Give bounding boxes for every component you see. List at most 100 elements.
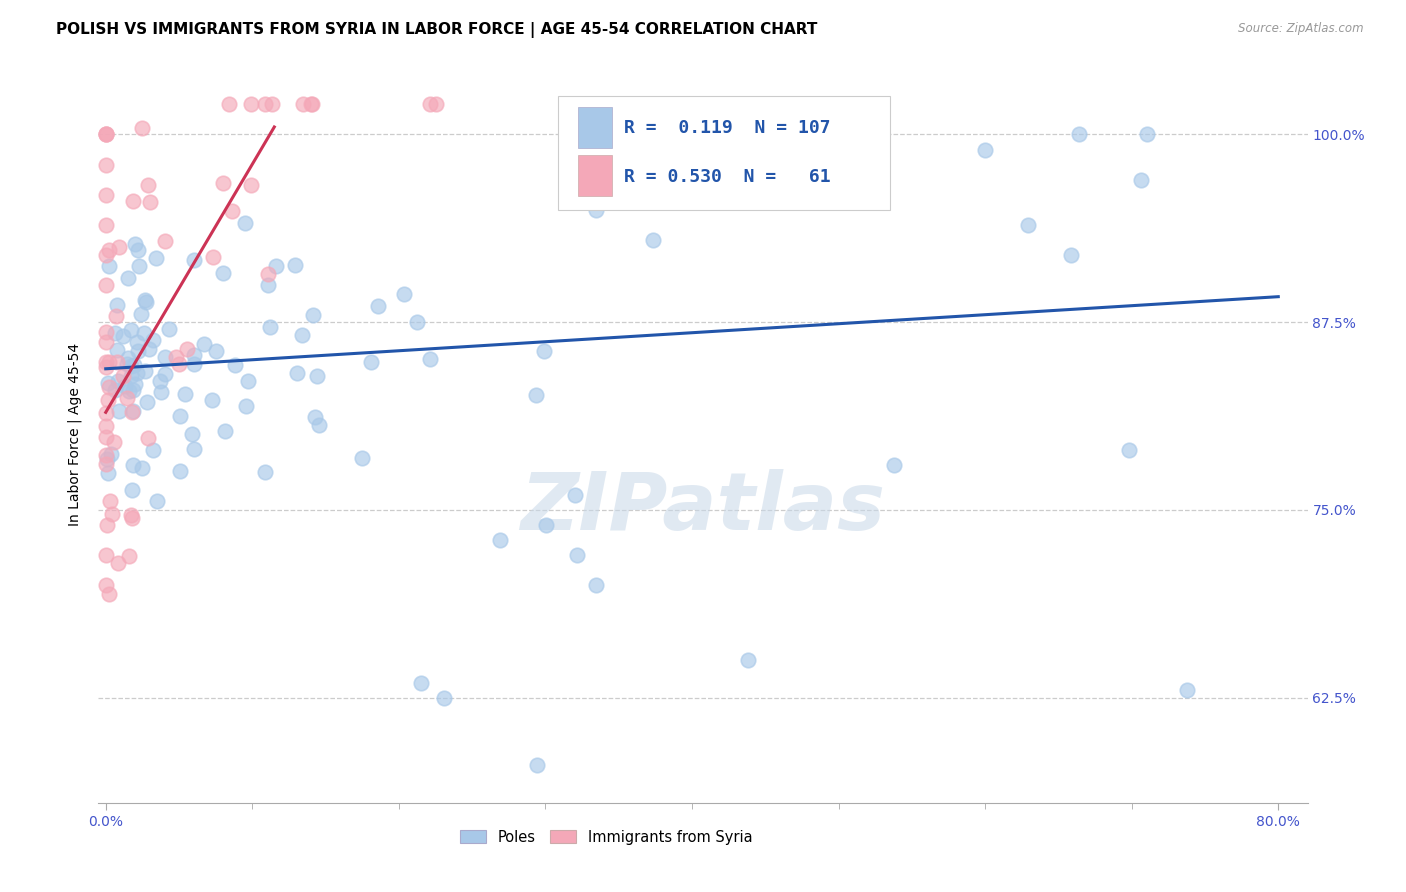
Point <box>214 424 236 438</box>
Point <box>233 216 256 230</box>
Point <box>121 483 143 497</box>
Point <box>1118 442 1140 457</box>
Point <box>266 259 288 273</box>
Point <box>149 374 172 388</box>
Point <box>138 343 160 357</box>
Point <box>108 240 131 254</box>
Point <box>259 319 281 334</box>
Point <box>98 494 121 508</box>
Text: R = 0.530  N =   61: R = 0.530 N = 61 <box>624 169 831 186</box>
Point <box>122 194 145 208</box>
Point <box>136 178 159 192</box>
Point <box>974 143 997 157</box>
Text: R =  0.119  N = 107: R = 0.119 N = 107 <box>624 119 831 137</box>
Point <box>150 384 173 399</box>
Point <box>367 299 389 313</box>
Point <box>111 369 134 384</box>
Point <box>284 258 307 272</box>
Point <box>201 250 224 264</box>
Point <box>100 447 122 461</box>
Point <box>425 97 447 112</box>
Point <box>212 266 235 280</box>
Point <box>304 409 326 424</box>
Point <box>585 202 607 217</box>
Point <box>193 337 215 351</box>
Point <box>419 97 441 112</box>
Point <box>257 268 280 282</box>
Point <box>135 294 157 309</box>
Point <box>98 587 121 601</box>
Point <box>120 508 142 522</box>
Point <box>308 418 330 433</box>
Point <box>97 392 120 407</box>
Point <box>1060 247 1083 261</box>
Point <box>301 97 323 112</box>
Point <box>169 464 191 478</box>
Point <box>201 393 224 408</box>
Point <box>121 405 143 419</box>
Point <box>1017 218 1039 232</box>
Point <box>254 465 277 479</box>
Point <box>94 354 117 368</box>
Point <box>260 97 283 112</box>
Point <box>155 367 177 381</box>
Point <box>105 355 128 369</box>
Point <box>101 507 124 521</box>
Point <box>134 364 156 378</box>
Point <box>118 549 141 564</box>
Point <box>883 458 905 472</box>
Bar <box>578 155 613 195</box>
Point <box>526 758 548 772</box>
Point <box>115 391 138 405</box>
Point <box>127 244 149 258</box>
Point <box>352 450 374 465</box>
Point <box>120 369 142 384</box>
Point <box>131 460 153 475</box>
Point <box>360 355 382 369</box>
Point <box>253 97 276 112</box>
Point <box>165 350 187 364</box>
Point <box>96 406 118 420</box>
Point <box>94 128 117 142</box>
Point <box>124 236 146 251</box>
Point <box>533 343 555 358</box>
Point <box>107 556 129 570</box>
Point <box>291 327 314 342</box>
Point <box>124 376 146 391</box>
Text: Source: ZipAtlas.com: Source: ZipAtlas.com <box>1239 22 1364 36</box>
Point <box>112 328 135 343</box>
Point <box>104 383 127 397</box>
Point <box>104 310 127 324</box>
Point <box>240 97 263 112</box>
Point <box>122 359 145 373</box>
Point <box>94 418 117 433</box>
Point <box>108 404 131 418</box>
Point <box>153 234 176 248</box>
Point <box>221 204 243 219</box>
Point <box>564 488 586 502</box>
Point <box>97 466 120 480</box>
Point <box>236 374 259 388</box>
Point <box>122 458 145 472</box>
Point <box>848 157 870 171</box>
Point <box>120 359 142 373</box>
Point <box>145 494 167 508</box>
Point <box>204 343 226 358</box>
Point <box>567 548 589 562</box>
Point <box>302 308 325 322</box>
Point <box>285 366 308 380</box>
Point <box>120 322 142 336</box>
Point <box>94 448 117 462</box>
Point <box>136 395 159 409</box>
Point <box>97 376 120 390</box>
Legend: Poles, Immigrants from Syria: Poles, Immigrants from Syria <box>454 824 759 851</box>
Point <box>157 322 180 336</box>
Point <box>235 399 257 413</box>
Point <box>94 218 117 232</box>
Point <box>174 386 197 401</box>
Point <box>117 351 139 366</box>
Point <box>94 334 117 349</box>
Point <box>94 578 117 592</box>
Point <box>136 431 159 445</box>
Point <box>94 128 117 142</box>
